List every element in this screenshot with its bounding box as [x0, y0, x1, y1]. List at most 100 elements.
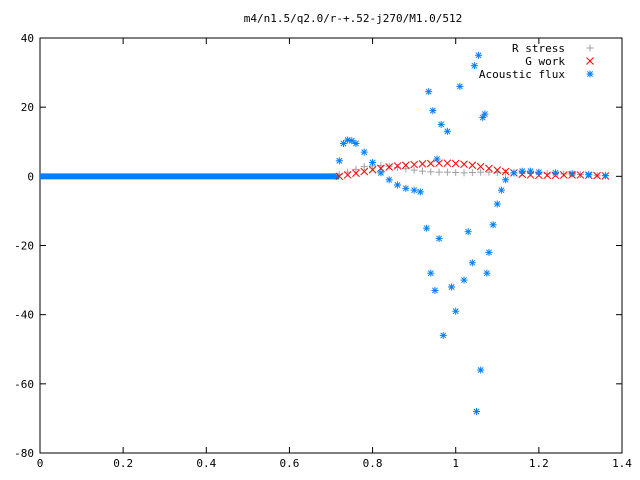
x-tick-label: 1.4: [612, 457, 632, 470]
g-work-point: [476, 162, 485, 171]
legend-label: Acoustic flux: [479, 68, 565, 81]
r-stress-point: [543, 170, 551, 178]
r-stress-point: [352, 165, 360, 173]
g-work-point: [401, 161, 410, 170]
acoustic-flux-point: [535, 168, 543, 176]
r-stress-point: [394, 163, 402, 171]
g-work-point: [559, 171, 568, 179]
g-work-point: [393, 162, 402, 170]
y-tick-label: 40: [21, 32, 34, 45]
legend-marker: [586, 57, 594, 65]
y-tick-label: 0: [27, 170, 34, 183]
acoustic-flux-point: [369, 159, 377, 166]
g-work-point: [543, 171, 552, 180]
y-axis: 40 20 0 -20 -40 -60 -80: [14, 32, 622, 460]
acoustic-flux-point: [433, 155, 441, 163]
acoustic-flux-point: [485, 248, 493, 256]
acoustic-flux-point: [439, 331, 447, 339]
acoustic-flux-point: [527, 167, 535, 175]
acoustic-flux-point: [568, 170, 576, 178]
y-tick-label: 20: [21, 101, 34, 114]
r-stress-point: [410, 166, 418, 174]
g-work-point: [460, 160, 468, 169]
plot-border: [39, 37, 623, 454]
acoustic-flux-point: [402, 184, 410, 192]
acoustic-flux-point: [348, 137, 356, 145]
g-work-point: [360, 167, 369, 176]
r-stress-point: [402, 165, 410, 173]
r-stress-point: [360, 163, 368, 171]
acoustic-flux-point: [394, 181, 402, 189]
legend-marker: [586, 44, 594, 52]
acoustic-flux-point: [551, 169, 559, 177]
r-stress-point: [485, 168, 493, 176]
r-stress-point: [427, 168, 435, 176]
acoustic-flux-point: [443, 127, 451, 135]
y-tick-label: -80: [14, 447, 34, 460]
x-tick-label: 1: [452, 457, 459, 470]
x-tick-label: 0.4: [196, 457, 216, 470]
g-work-point: [593, 171, 601, 180]
g-work-point: [368, 165, 377, 174]
acoustic-flux-point: [468, 259, 476, 267]
g-work-point: [426, 159, 435, 168]
x-tick-label: 0: [37, 457, 44, 470]
r-stress-point: [460, 169, 468, 177]
g-work-point: [485, 164, 493, 173]
acoustic-flux-point: [510, 169, 518, 177]
acoustic-flux-point: [344, 136, 352, 144]
acoustic-flux-point: [456, 82, 464, 90]
r-stress-point: [443, 168, 451, 176]
y-tick-label: -60: [14, 378, 34, 391]
g-work-point: [451, 159, 460, 168]
r-stress-point: [435, 168, 443, 176]
acoustic-flux-point: [448, 283, 456, 291]
axis-frame: [39, 37, 623, 454]
g-work-point: [410, 160, 418, 169]
acoustic-flux-point: [464, 228, 472, 236]
g-work-point: [501, 167, 510, 176]
acoustic-flux-point: [431, 286, 439, 294]
x-tick-label: 0.2: [113, 457, 133, 470]
g-work-point: [576, 171, 585, 179]
acoustic-flux-point: [470, 62, 478, 70]
r-stress-point: [560, 170, 568, 178]
acoustic-flux-point: [497, 186, 505, 194]
x-tick-label: 0.6: [279, 457, 299, 470]
g-work-point: [493, 166, 502, 174]
acoustic-flux-point: [335, 157, 343, 165]
acoustic-flux-point: [360, 148, 368, 156]
acoustic-flux-point: [460, 276, 468, 284]
g-work-point: [418, 160, 427, 168]
g-work-point: [468, 161, 477, 170]
acoustic-flux-point: [437, 120, 445, 128]
acoustic-flux-point: [385, 176, 393, 184]
y-tick-label: -20: [14, 240, 34, 253]
acoustic-flux-point: [493, 200, 501, 208]
x-tick-label: 1.2: [529, 457, 549, 470]
r-stress-point: [418, 167, 426, 175]
acoustic-flux-point: [429, 107, 437, 115]
g-work-point: [526, 171, 535, 179]
r-stress-point: [502, 169, 510, 177]
acoustic-flux-point: [425, 88, 433, 96]
acoustic-flux-point: [481, 110, 489, 118]
acoustic-flux-point: [352, 139, 360, 147]
acoustic-flux-point: [483, 269, 491, 277]
acoustic-flux-point: [473, 408, 480, 415]
acoustic-flux-point: [502, 176, 510, 184]
acoustic-flux-point: [377, 169, 385, 177]
x-axis: 0 0.2 0.4 0.6 0.8 1 1.2 1.4: [37, 38, 632, 470]
x-tick-label: 0.8: [363, 457, 383, 470]
legend-label: R stress: [512, 42, 565, 55]
acoustic-flux-point: [423, 224, 431, 232]
acoustic-flux-point: [452, 307, 460, 315]
r-stress-point: [452, 169, 460, 177]
g-work-point: [352, 169, 360, 178]
chart-title: m4/n1.5/q2.0/r-+.52-j270/M1.0/512: [244, 12, 463, 25]
acoustic-flux-point: [416, 188, 424, 196]
plot-area: [40, 51, 610, 415]
y-tick-label: -40: [14, 309, 34, 322]
